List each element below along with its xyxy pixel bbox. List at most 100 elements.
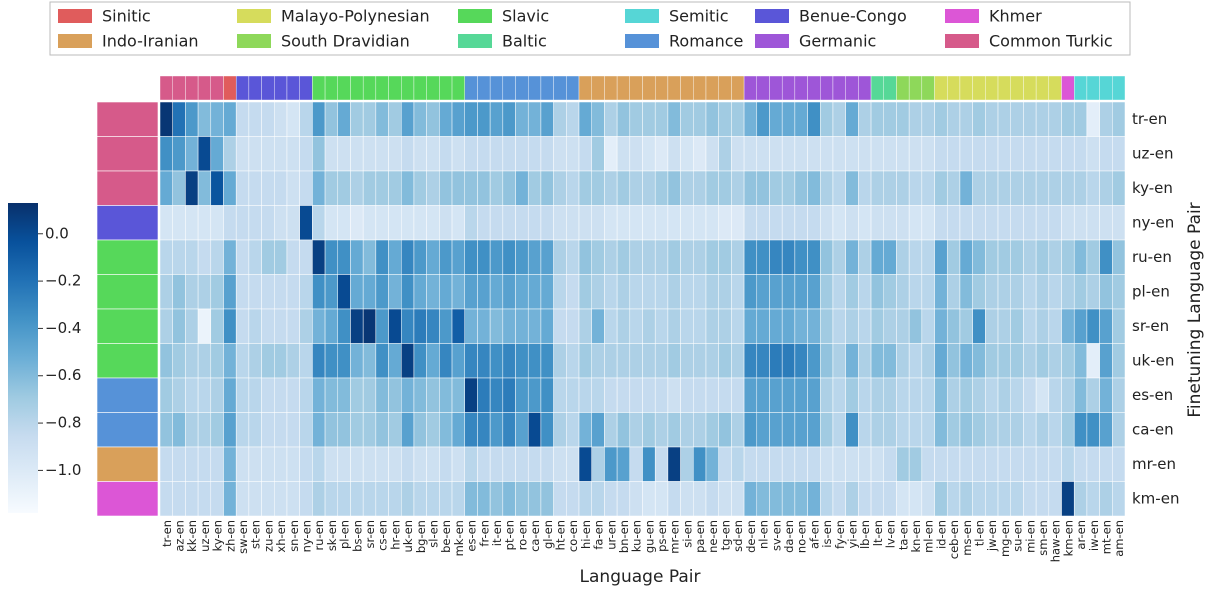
- heatmap-cell: [642, 101, 656, 137]
- legend-label: Semitic: [669, 7, 729, 26]
- legend-label: Malayo-Polynesian: [281, 7, 430, 26]
- heatmap-cell: [693, 274, 707, 310]
- heatmap-cell: [248, 412, 262, 448]
- heatmap-cell: [489, 239, 504, 275]
- heatmap-cell: [1010, 274, 1024, 310]
- heatmap-cell: [413, 101, 427, 137]
- column-family-strip: [362, 75, 377, 101]
- heatmap-cell: [578, 274, 592, 310]
- heatmap-cell: [794, 101, 808, 137]
- heatmap-cell: [1061, 446, 1075, 482]
- heatmap-cell: [337, 274, 351, 310]
- heatmap-cell: [362, 239, 377, 275]
- heatmap-cell: [477, 274, 491, 310]
- heatmap-cell: [527, 274, 542, 310]
- heatmap-cell: [1086, 136, 1100, 172]
- heatmap-cell: [388, 308, 402, 344]
- heatmap-cell: [312, 343, 326, 379]
- heatmap-cell: [896, 481, 910, 517]
- heatmap-cell: [489, 205, 504, 241]
- legend-swatch: [458, 34, 492, 48]
- heatmap-cell: [1010, 412, 1024, 448]
- heatmap-cell: [718, 101, 732, 137]
- heatmap-cell: [667, 412, 681, 448]
- column-family-strip: [248, 75, 262, 101]
- heatmap-cell: [832, 274, 846, 310]
- heatmap-cell: [870, 343, 884, 379]
- heatmap-cell: [375, 136, 389, 172]
- heatmap-cell: [248, 101, 262, 137]
- x-tick-label: ar-en: [1074, 520, 1088, 550]
- heatmap-cell: [159, 170, 173, 206]
- heatmap-cell: [756, 412, 770, 448]
- heatmap-cell: [629, 377, 643, 413]
- x-tick-label: st-en: [249, 520, 263, 549]
- heatmap-cell: [375, 239, 389, 275]
- heatmap-cell: [794, 274, 808, 310]
- heatmap-cell: [769, 170, 783, 206]
- heatmap-cell: [1035, 343, 1050, 379]
- heatmap-cell: [769, 101, 783, 137]
- heatmap-cell: [883, 136, 897, 172]
- heatmap-cell: [324, 101, 339, 137]
- heatmap-cell: [413, 239, 427, 275]
- heatmap-cell: [362, 412, 377, 448]
- heatmap-cell: [908, 412, 923, 448]
- heatmap-cell: [591, 446, 605, 482]
- heatmap-cell: [807, 412, 821, 448]
- heatmap-cell: [451, 101, 465, 137]
- x-tick-label: sd-en: [731, 520, 745, 552]
- heatmap-cell: [324, 377, 339, 413]
- heatmap-cell: [1023, 446, 1037, 482]
- heatmap-cell: [197, 136, 212, 172]
- x-tick-label: kn-en: [909, 520, 923, 552]
- column-family-strip: [591, 75, 605, 101]
- heatmap-cell: [413, 170, 427, 206]
- x-tick-label: sk-en: [325, 520, 339, 551]
- heatmap-cell: [502, 446, 516, 482]
- heatmap-cell: [1035, 308, 1050, 344]
- heatmap-cell: [946, 308, 961, 344]
- heatmap-cell: [362, 446, 377, 482]
- heatmap-cell: [693, 308, 707, 344]
- heatmap-cell: [985, 274, 999, 310]
- heatmap-cell: [1061, 274, 1075, 310]
- heatmap-cell: [845, 446, 859, 482]
- heatmap-cell: [731, 101, 745, 137]
- row-family-strip: [96, 170, 159, 206]
- heatmap-cell: [820, 136, 834, 172]
- heatmap-cell: [845, 239, 859, 275]
- heatmap-cell: [261, 446, 275, 482]
- heatmap-cell: [680, 308, 694, 344]
- heatmap-cell: [439, 412, 453, 448]
- heatmap-cell: [235, 101, 250, 137]
- column-family-strip: [439, 75, 453, 101]
- heatmap-cell: [185, 170, 199, 206]
- heatmap-cell: [896, 446, 910, 482]
- heatmap-cell: [946, 239, 961, 275]
- heatmap-cell: [248, 136, 262, 172]
- heatmap-cell: [794, 239, 808, 275]
- heatmap-cell: [350, 136, 364, 172]
- heatmap-cell: [223, 274, 237, 310]
- heatmap-cell: [794, 412, 808, 448]
- heatmap-cell: [667, 239, 681, 275]
- heatmap-cell: [299, 170, 313, 206]
- heatmap-cell: [172, 308, 186, 344]
- heatmap-cell: [654, 274, 669, 310]
- heatmap-cell: [566, 308, 580, 344]
- heatmap-cell: [439, 136, 453, 172]
- heatmap-cell: [985, 412, 999, 448]
- heatmap-cell: [921, 239, 935, 275]
- heatmap-cell: [502, 239, 516, 275]
- legend-swatch: [945, 34, 979, 48]
- x-tick-label: tl-en: [972, 520, 986, 546]
- x-tick-label: ur-en: [604, 520, 618, 550]
- heatmap-cell: [667, 205, 681, 241]
- column-family-strip: [337, 75, 351, 101]
- heatmap-cell: [235, 343, 250, 379]
- heatmap-cell: [1099, 205, 1113, 241]
- heatmap-cell: [337, 136, 351, 172]
- heatmap-cell: [210, 239, 224, 275]
